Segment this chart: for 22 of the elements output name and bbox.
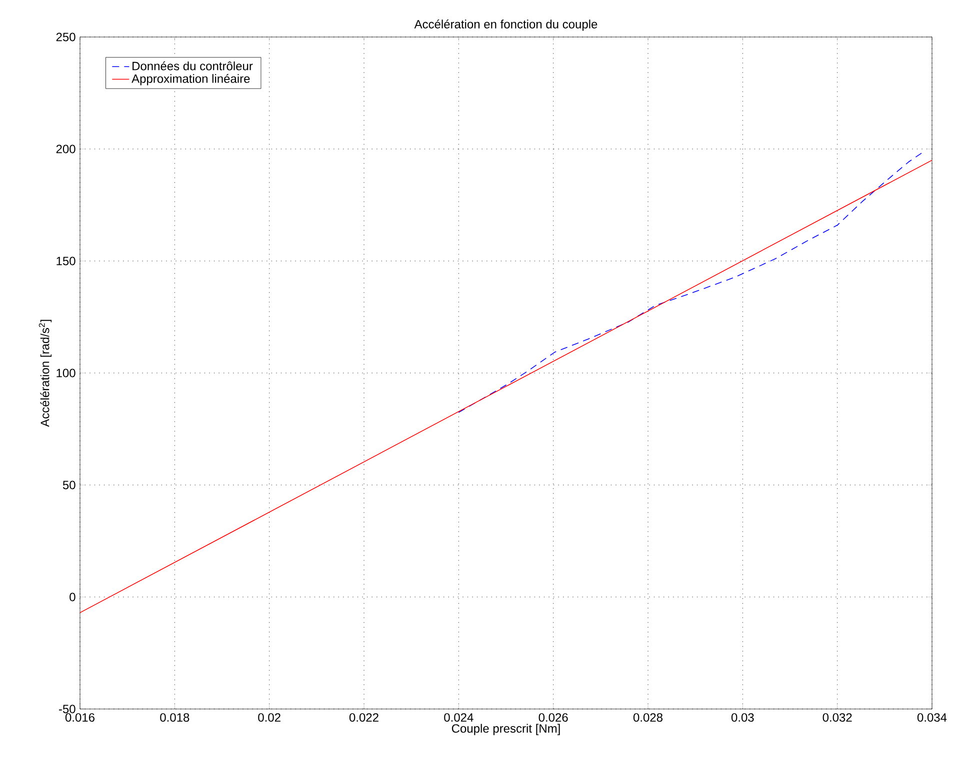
legend-label: Approximation linéaire [132,74,250,86]
x-tick-label: 0.034 [917,713,947,722]
x-tick-label: 0.02 [258,713,280,722]
x-axis-title: Couple prescrit [Nm] [452,724,560,736]
chart-title: Accélération en fonction du couple [414,19,598,31]
y-axis-title: Accélération [rad/s$^{2}$] [38,320,52,427]
x-tick-label: 0.018 [160,713,190,722]
y-tick-label: 50 [62,480,76,490]
x-tick-label: 0.032 [822,713,852,722]
legend-label: Données du contrôleur [132,61,253,70]
x-tick-label: 0.026 [538,713,568,722]
y-tick-label: 0 [70,592,76,602]
y-tick-label: 100 [56,368,76,378]
y-tick-label: -50 [58,704,76,714]
x-tick-label: 0.028 [633,713,662,722]
x-tick-label: 0.03 [731,713,754,722]
x-tick-label: 0.016 [65,713,94,722]
y-tick-label: 250 [56,32,76,42]
y-tick-label: 150 [56,256,76,266]
y-tick-label: 200 [56,144,76,154]
x-tick-label: 0.022 [349,713,378,722]
x-tick-label: 0.024 [444,713,474,722]
